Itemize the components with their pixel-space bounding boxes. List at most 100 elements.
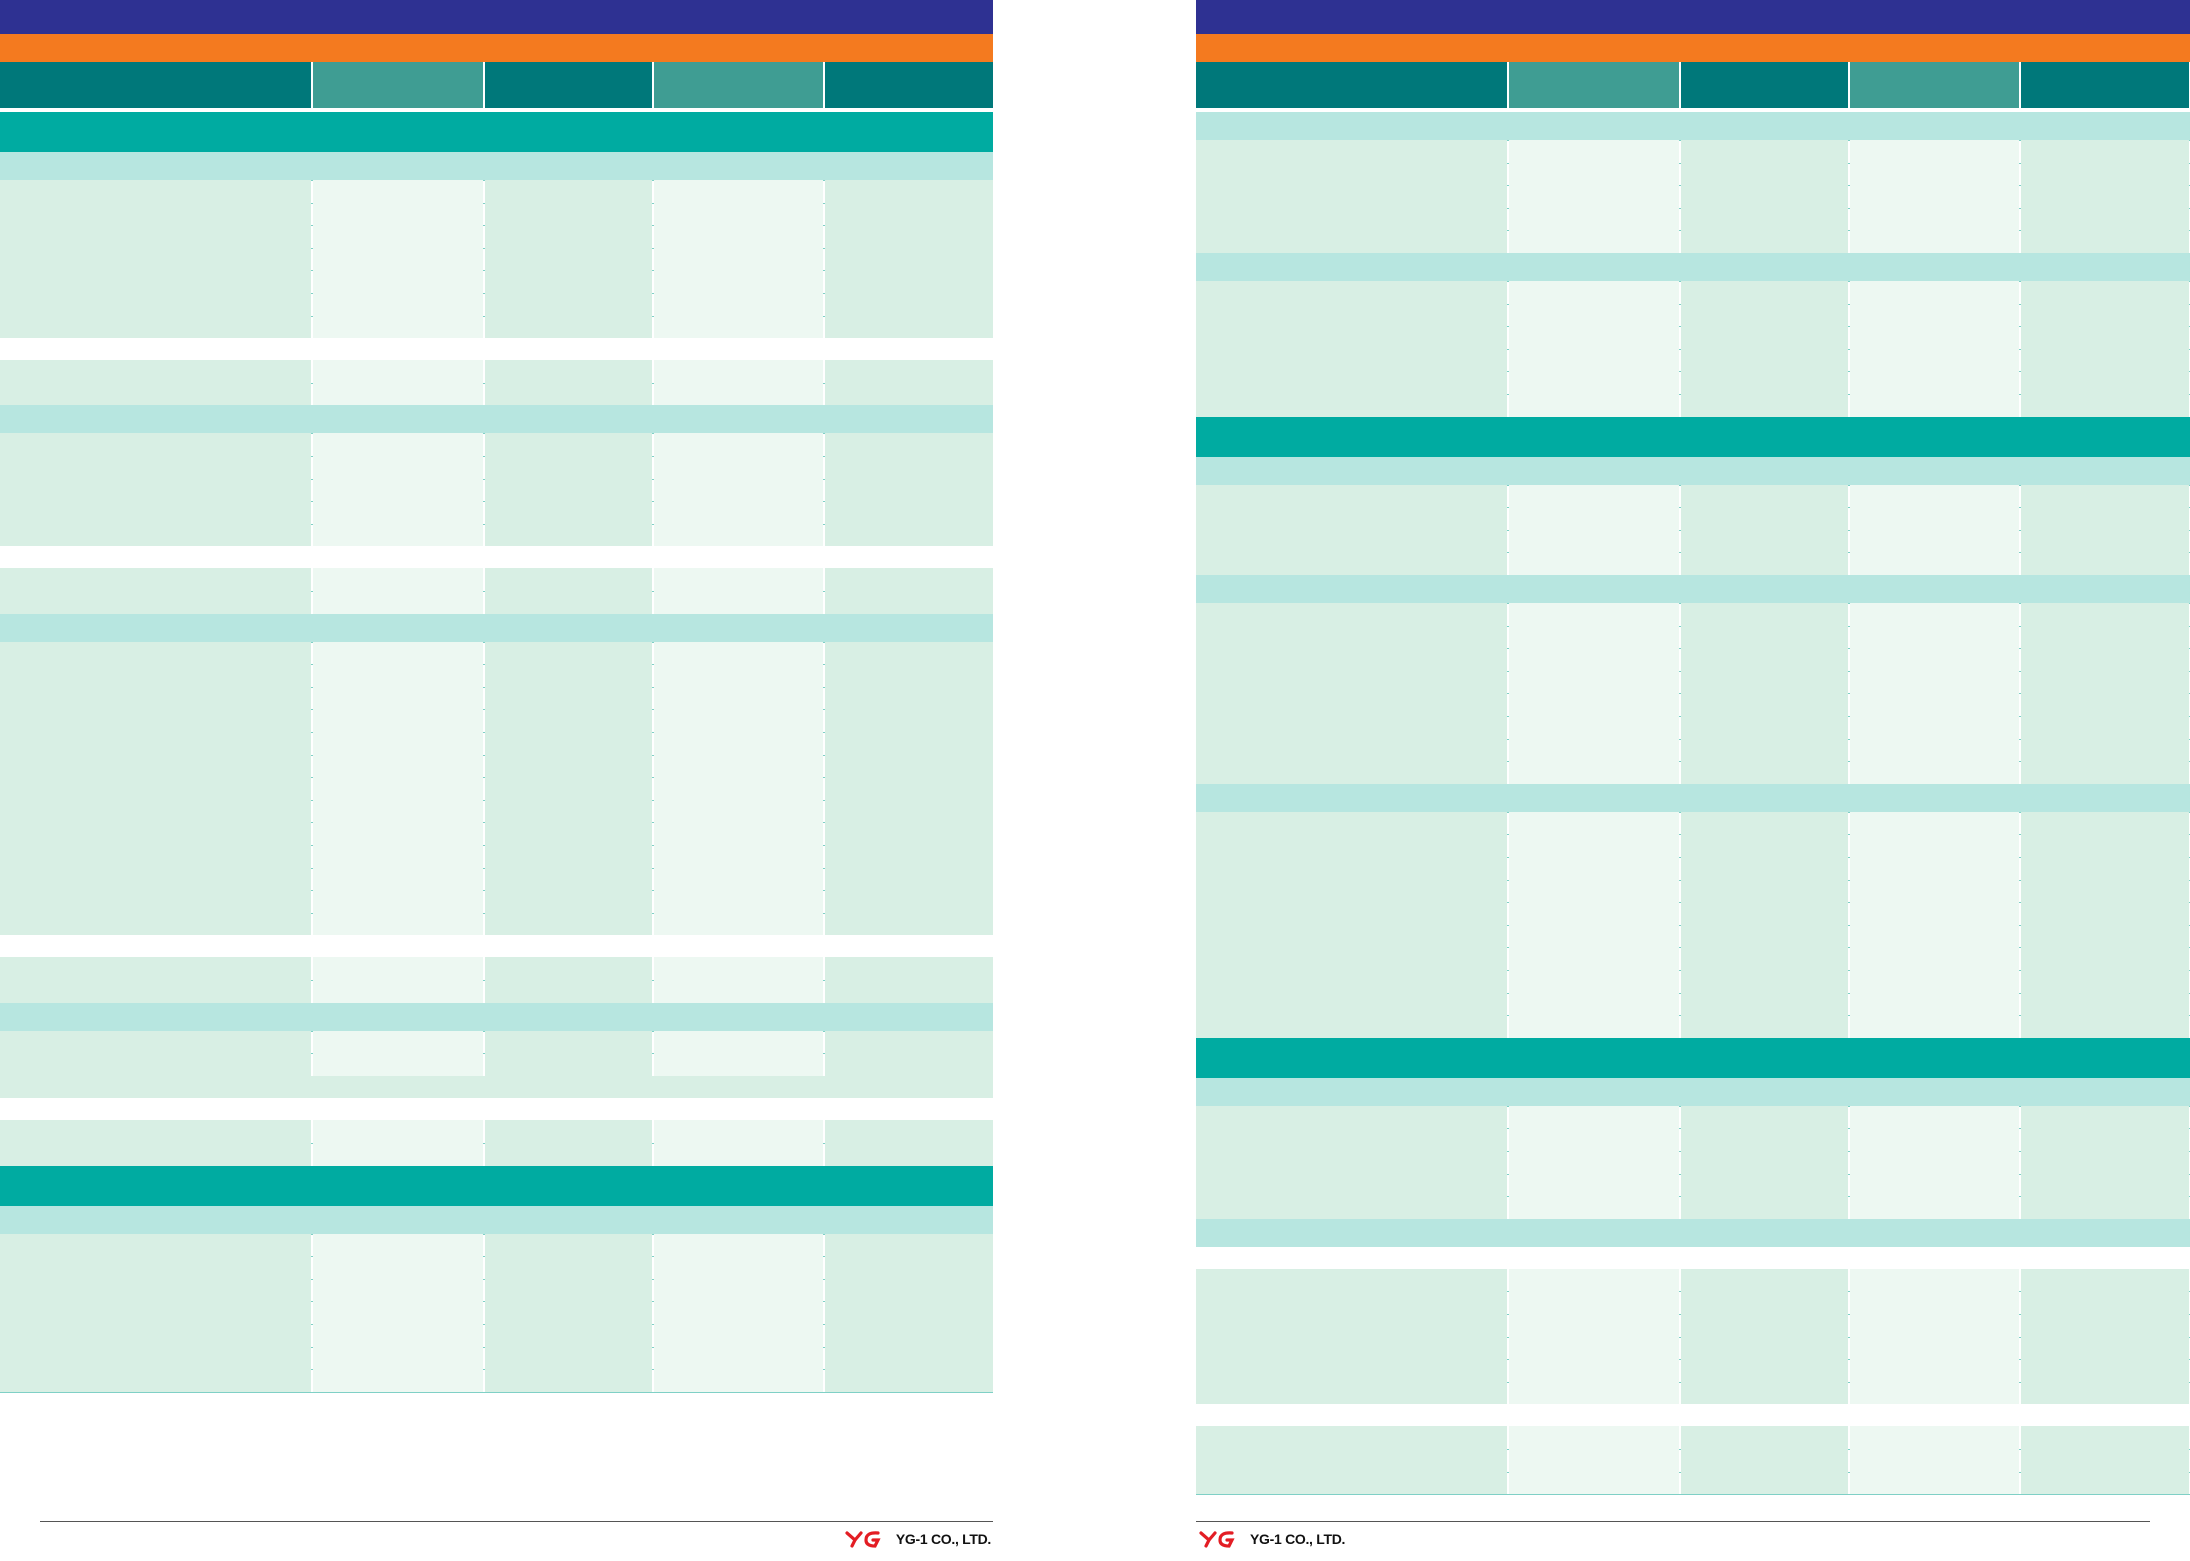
table-cell <box>1850 1291 2019 1314</box>
table-row <box>0 1301 993 1325</box>
table-row <box>1196 371 2190 395</box>
table-cell <box>0 957 311 980</box>
table-cell <box>1509 947 1679 970</box>
table-cell <box>825 1324 993 1347</box>
table-cell <box>654 225 823 248</box>
table-cell <box>1681 1196 1848 1219</box>
table-cell <box>1850 140 2019 163</box>
table-cell <box>654 664 823 687</box>
section-header-row <box>0 112 993 152</box>
table-row <box>0 1143 993 1167</box>
table-cell <box>1681 1291 1848 1314</box>
table-row <box>1196 281 2190 305</box>
table-cell <box>825 270 993 293</box>
table-cell <box>485 382 652 406</box>
table-cell <box>0 591 311 614</box>
table-row <box>1196 716 2190 740</box>
table-cell <box>1196 738 1507 762</box>
table-cell <box>2021 738 2189 762</box>
table-cell <box>654 478 823 502</box>
table-cell <box>1509 857 1679 880</box>
table-cell <box>485 732 652 755</box>
table-cell <box>825 478 993 502</box>
table-cell <box>485 1301 652 1324</box>
table-row <box>1196 1105 2190 1130</box>
table-cell <box>485 1324 652 1347</box>
table-cell <box>1850 326 2019 349</box>
table-cell <box>1509 1314 1679 1337</box>
table-cell <box>825 664 993 687</box>
table-cell <box>0 180 311 203</box>
table-cell <box>0 225 311 248</box>
table-cell <box>1509 207 1679 231</box>
subheader-row <box>0 152 993 181</box>
table-row <box>1196 738 2190 763</box>
table-cell <box>0 433 311 456</box>
table-cell <box>0 845 311 868</box>
table-row <box>0 1053 993 1077</box>
table-row <box>0 1369 993 1393</box>
table-cell <box>1196 1173 1507 1197</box>
table-cell <box>313 1256 483 1279</box>
table-cell <box>485 822 652 845</box>
table-cell <box>1850 992 2019 1016</box>
table-cell <box>1509 230 1679 253</box>
table-cell <box>2021 1196 2189 1219</box>
table-cell <box>654 360 823 383</box>
spacer-row <box>0 935 993 958</box>
table-cell <box>1681 1173 1848 1197</box>
table-cell <box>485 1256 652 1279</box>
table-row <box>1196 552 2190 576</box>
table-cell <box>1681 484 1848 508</box>
section-header-row <box>0 1165 993 1206</box>
table-row <box>0 202 993 227</box>
table-cell <box>1850 603 2019 626</box>
table-cell <box>1850 484 2019 508</box>
spacer-row <box>1196 1404 2190 1427</box>
table-cell <box>1196 970 1507 993</box>
table-cell <box>1681 625 1848 649</box>
table-cell <box>825 456 993 479</box>
table-cell <box>1509 1449 1679 1472</box>
table-cell <box>825 225 993 248</box>
table-cell <box>313 980 483 1003</box>
table-cell <box>1196 371 1507 394</box>
table-cell <box>1509 303 1679 327</box>
table-cell <box>825 709 993 732</box>
table-cell <box>1681 811 1848 835</box>
table-cell <box>1850 1426 2019 1449</box>
subheader-row <box>1196 253 2190 282</box>
table-cell <box>2021 603 2189 626</box>
table-cell <box>0 1143 311 1166</box>
table-cell <box>0 202 311 226</box>
table-cell <box>1681 947 1848 970</box>
table-cell <box>485 1369 652 1392</box>
table-row <box>1196 992 2190 1017</box>
table-row <box>1196 603 2190 627</box>
table-cell <box>1850 1173 2019 1197</box>
table-cell <box>2021 162 2189 186</box>
table-row <box>1196 648 2190 672</box>
table-cell <box>313 799 483 823</box>
table-cell <box>1681 1471 1848 1495</box>
table-cell <box>485 1030 652 1054</box>
table-cell <box>825 360 993 383</box>
table-cell <box>313 293 483 316</box>
table-cell <box>1681 834 1848 857</box>
table-cell <box>825 501 993 524</box>
table-cell <box>485 641 652 665</box>
section-header-row <box>1196 1037 2190 1078</box>
table-cell <box>654 957 823 980</box>
footer-rule <box>1196 1521 2150 1522</box>
table-cell <box>313 382 483 406</box>
table-cell <box>1681 348 1848 372</box>
table-row <box>1196 1381 2190 1406</box>
table-cell <box>654 732 823 755</box>
table-cell <box>1196 648 1507 671</box>
table-cell <box>654 247 823 271</box>
table-cell <box>1681 670 1848 694</box>
table-cell <box>1196 348 1507 372</box>
table-cell <box>1196 716 1507 739</box>
table-cell <box>0 523 311 547</box>
table-cell <box>1196 552 1507 575</box>
